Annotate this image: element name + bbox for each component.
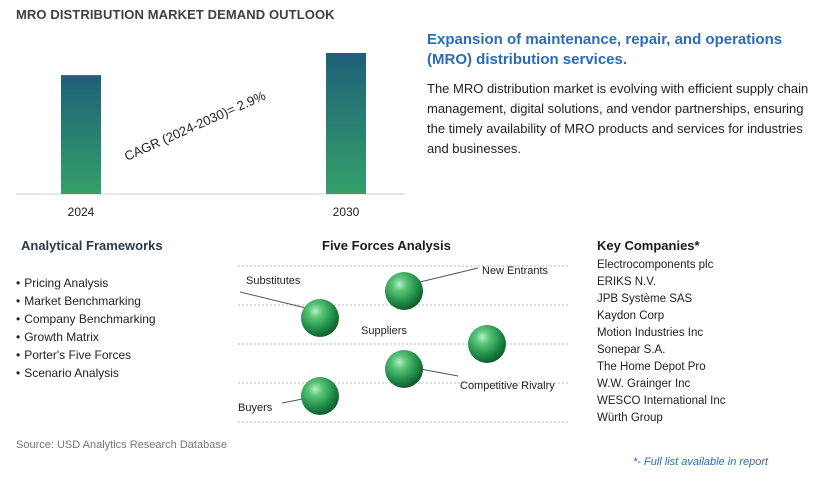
list-item: JPB Système SAS	[597, 293, 693, 305]
new-entrants-label: New Entrants	[482, 265, 549, 277]
footnote: *- Full list available in report	[633, 456, 769, 468]
bar-2024	[61, 75, 101, 194]
list-item: Kaydon Corp	[597, 310, 665, 322]
substitutes-label: Substitutes	[246, 275, 301, 287]
list-item: Motion Industries Inc	[597, 327, 704, 339]
list-item: Würth Group	[597, 412, 663, 424]
competitive-rivalry-sphere	[468, 325, 506, 363]
bar-chart: 2024 2030	[16, 53, 405, 219]
new-entrants-sphere	[385, 272, 423, 310]
companies-list: Electrocomponents plc ERIKS N.V. JPB Sys…	[597, 257, 725, 427]
bar-2030	[326, 53, 366, 194]
list-item: Pricing Analysis	[16, 274, 156, 292]
suppliers-sphere	[385, 350, 423, 388]
buyers-sphere	[301, 377, 339, 415]
list-item: WESCO International Inc	[597, 395, 726, 407]
frameworks-title: Analytical Frameworks	[21, 238, 163, 253]
connector-line	[239, 291, 307, 309]
x-tick-label: 2024	[68, 205, 95, 219]
list-item: Market Benchmarking	[16, 292, 156, 310]
list-item: Sonepar S.A.	[597, 344, 666, 356]
x-tick-label: 2030	[333, 205, 360, 219]
list-item: Growth Matrix	[16, 328, 156, 346]
buyers-label: Buyers	[238, 402, 273, 414]
connector-line	[419, 368, 459, 377]
page-title: MRO DISTRIBUTION MARKET DEMAND OUTLOOK	[16, 7, 335, 22]
list-item: Porter's Five Forces	[16, 346, 156, 364]
list-item: ERIKS N.V.	[597, 276, 657, 288]
frameworks-list: Pricing Analysis Market Benchmarking Com…	[16, 274, 156, 382]
list-item: W.W. Grainger Inc	[597, 378, 691, 390]
connector-line	[419, 267, 479, 283]
competitive-rivalry-label: Competitive Rivalry	[460, 380, 555, 392]
five-forces-diagram	[238, 265, 570, 423]
description: The MRO distribution market is evolving …	[427, 81, 809, 156]
list-item: Electrocomponents plc	[597, 259, 714, 271]
substitutes-sphere	[301, 299, 339, 337]
suppliers-label: Suppliers	[361, 325, 407, 337]
list-item: Scenario Analysis	[16, 364, 156, 382]
companies-title: Key Companies*	[597, 238, 700, 253]
list-item: The Home Depot Pro	[597, 361, 706, 373]
headline: Expansion of maintenance, repair, and op…	[427, 31, 783, 68]
source-note: Source: USD Analytics Research Database	[16, 439, 227, 451]
list-item: Company Benchmarking	[16, 310, 155, 328]
five-forces-title: Five Forces Analysis	[322, 238, 451, 253]
